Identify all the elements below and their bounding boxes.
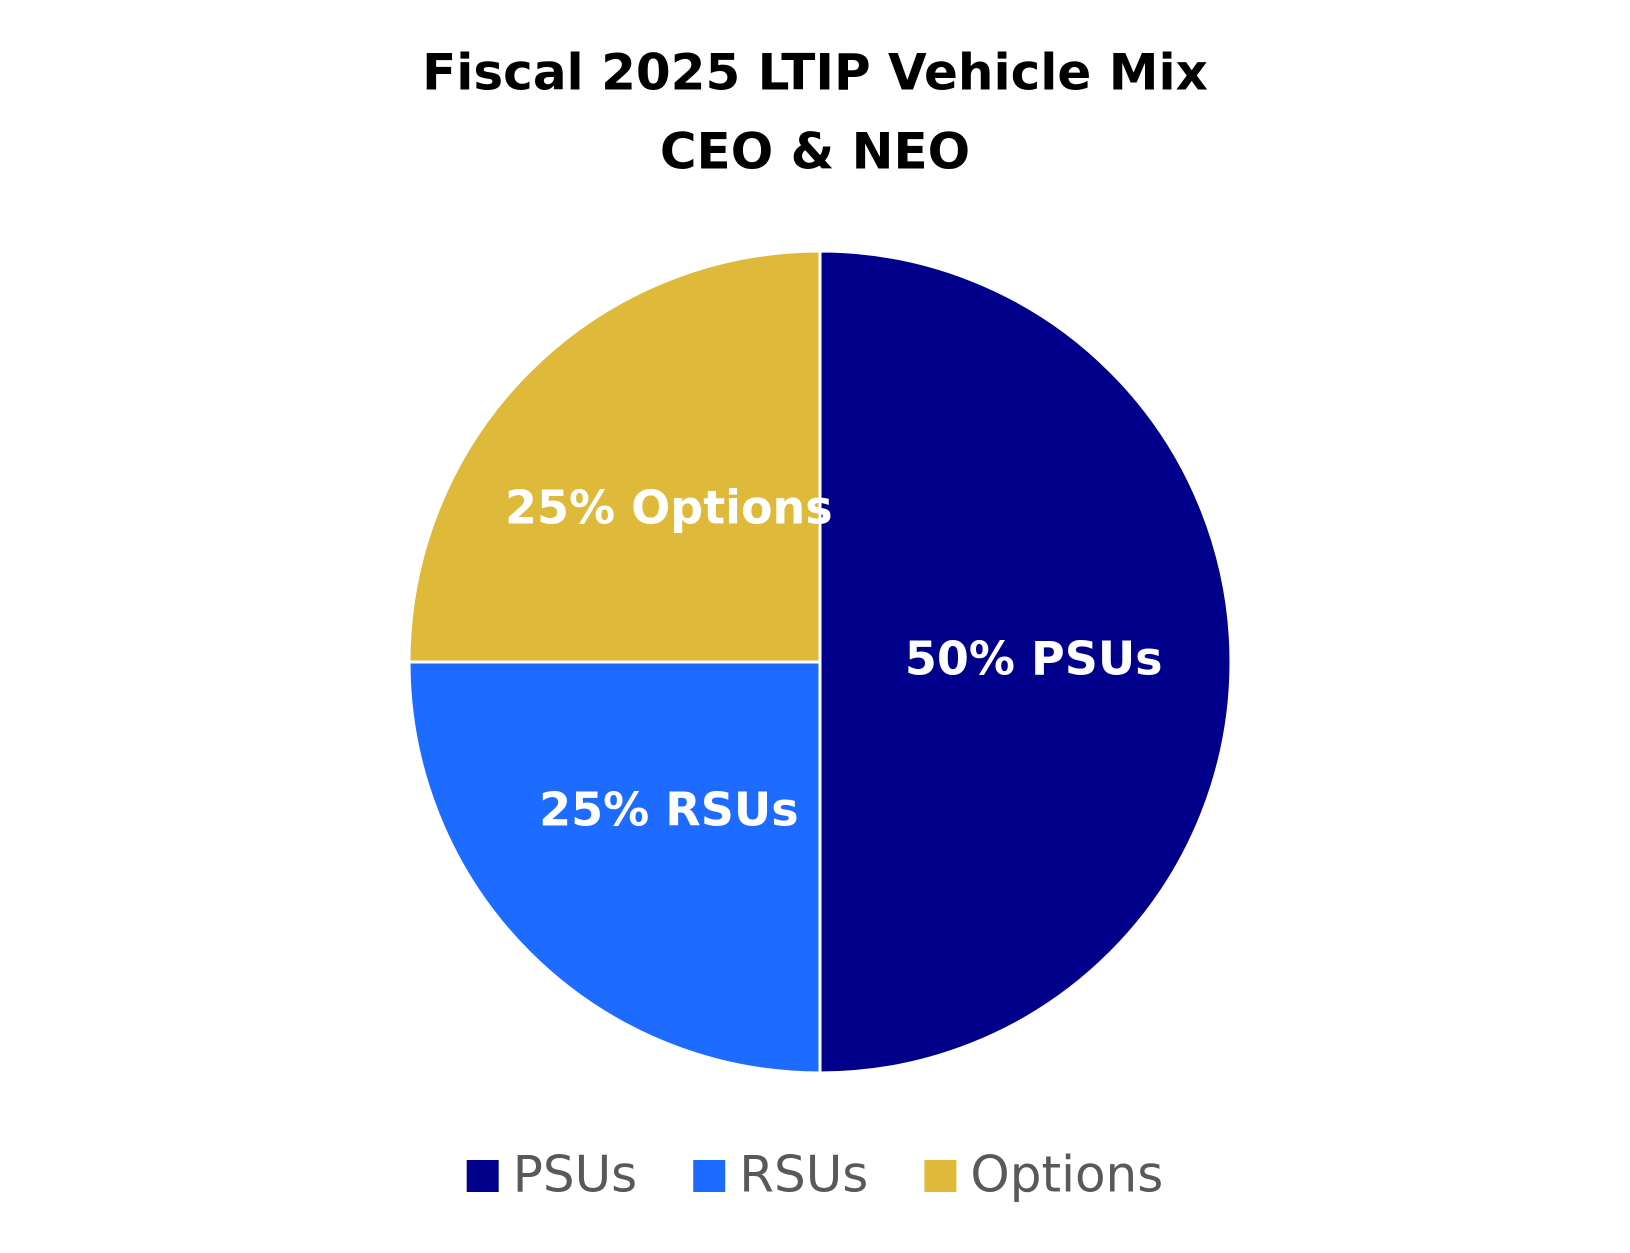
legend-swatch — [693, 1160, 726, 1192]
pie-slice — [407, 249, 822, 664]
chart-title: Fiscal 2025 LTIP Vehicle Mix — [422, 44, 1208, 102]
legend-label: PSUs — [513, 1146, 638, 1204]
legend-label: RSUs — [739, 1146, 868, 1204]
pie-slice — [407, 660, 822, 1075]
chart-subtitle: CEO & NEO — [660, 123, 970, 181]
pie-slice — [818, 249, 1233, 1075]
legend-swatch — [924, 1160, 957, 1192]
data-label: 25% RSUs — [539, 783, 798, 837]
legend-label: Options — [970, 1146, 1163, 1204]
legend-swatch — [466, 1160, 499, 1192]
data-label: 25% Options — [505, 480, 833, 534]
data-label: 50% PSUs — [905, 632, 1163, 686]
